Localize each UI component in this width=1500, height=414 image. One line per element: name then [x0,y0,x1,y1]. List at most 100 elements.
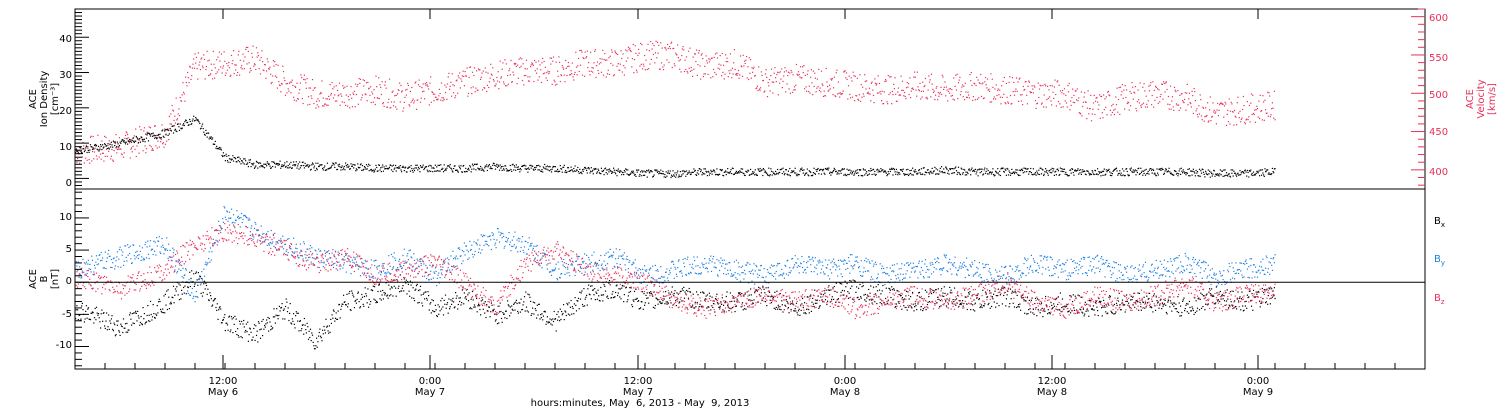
data-point [340,166,341,167]
data-point [656,169,657,170]
data-point [460,168,461,169]
data-point [96,307,97,308]
data-point [398,288,399,289]
data-point [914,171,915,172]
data-point [1162,169,1163,170]
data-point [770,90,771,91]
data-point [242,162,243,163]
data-point [219,149,220,150]
data-point [310,88,311,89]
data-point [244,56,245,57]
data-point [309,104,310,105]
data-point [797,312,798,313]
data-point [388,285,389,286]
data-point [269,166,270,167]
data-point [973,96,974,97]
data-point [646,49,647,50]
data-point [595,49,596,50]
data-point [286,161,287,162]
data-point [1117,88,1118,89]
data-point [276,315,277,316]
data-point [721,75,722,76]
data-point [1204,121,1205,122]
data-point [432,310,433,311]
data-point [387,295,388,296]
data-point [330,84,331,85]
data-point [1145,175,1146,176]
data-point [625,49,626,50]
data-point [180,97,181,98]
data-point [253,164,254,165]
data-point [967,172,968,173]
data-point [218,69,219,70]
data-point [213,64,214,65]
data-point [1185,174,1186,175]
data-point [267,58,268,59]
data-point [723,305,724,306]
data-point [398,286,399,287]
data-point [853,72,854,73]
data-point [861,84,862,85]
data-point [296,168,297,169]
data-point [135,129,136,130]
data-point [898,88,899,89]
data-point [562,172,563,173]
data-point [110,323,111,324]
data-point [359,83,360,84]
data-point [689,171,690,172]
data-point [587,51,588,52]
data-point [1084,171,1085,172]
data-point [878,75,879,76]
data-point [517,65,518,66]
data-point [477,164,478,165]
data-point [467,96,468,97]
data-point [876,303,877,304]
data-point [1196,108,1197,109]
data-point [728,76,729,77]
data-point [343,88,344,89]
data-point [857,172,858,173]
data-point [323,326,324,327]
data-point [916,96,917,97]
data-point [450,299,451,300]
data-point [529,169,530,170]
data-point [758,169,759,170]
data-point [458,304,459,305]
data-point [837,172,838,173]
data-point [286,92,287,93]
data-point [1003,94,1004,95]
data-point [634,291,635,292]
data-point [1048,175,1049,176]
data-point [421,87,422,88]
data-point [282,84,283,85]
data-point [210,295,211,296]
data-point [207,60,208,61]
data-point [1034,174,1035,175]
data-point [516,300,517,301]
data-point [417,302,418,303]
data-point [262,61,263,62]
data-point [678,176,679,177]
data-point [594,288,595,289]
data-point [1042,103,1043,104]
data-point [982,169,983,170]
data-point [352,293,353,294]
data-point [357,86,358,87]
data-point [266,319,267,320]
data-point [730,171,731,172]
data-point [335,101,336,102]
data-point [602,171,603,172]
data-point [229,158,230,159]
data-point [1008,103,1009,104]
data-point [615,52,616,53]
data-point [155,125,156,126]
data-point [289,83,290,84]
data-point [667,173,668,174]
data-point [969,97,970,98]
data-point [131,147,132,148]
data-point [674,293,675,294]
data-point [832,78,833,79]
data-point [1125,97,1126,98]
data-point [984,169,985,170]
data-point [449,308,450,309]
